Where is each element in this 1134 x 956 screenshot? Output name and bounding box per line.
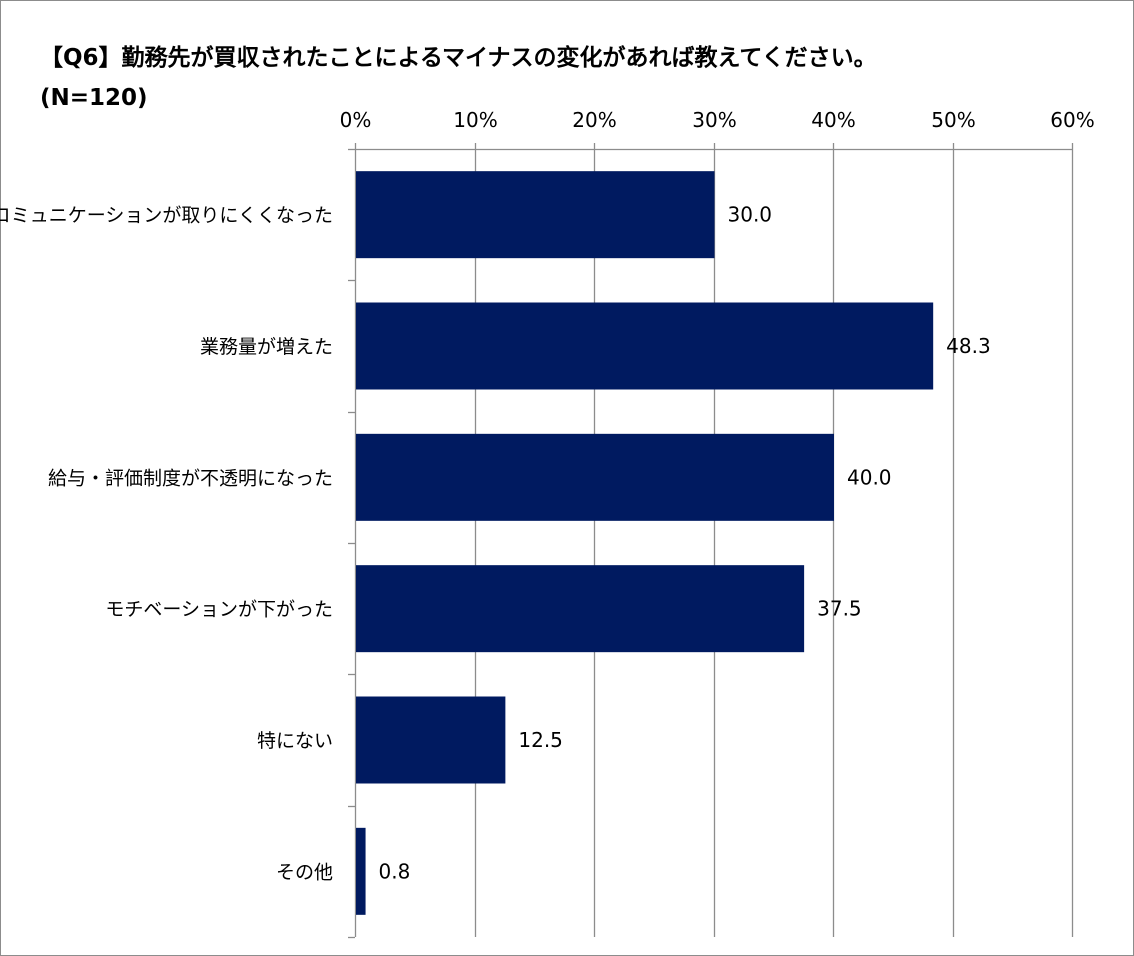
x-tick-label: 30% (692, 108, 736, 132)
x-tick-label: 0% (340, 108, 372, 132)
value-label: 48.3 (946, 334, 991, 358)
x-tick-label: 50% (931, 108, 975, 132)
bar (356, 433, 834, 521)
category-label: その他 (276, 861, 333, 883)
category-label: 業務量が増えた (200, 336, 333, 358)
category-label: 特にない (257, 730, 333, 752)
category-label: 給与・評価制度が不透明になった (48, 467, 333, 489)
x-tick-label: 60% (1050, 108, 1094, 132)
x-tick-label: 10% (453, 108, 497, 132)
value-label: 37.5 (817, 597, 862, 621)
x-tick-label: 20% (572, 108, 616, 132)
bar (356, 827, 366, 915)
chart-subtitle: (N=120) (40, 85, 148, 111)
chart-title: 【Q6】勤務先が買収されたことによるマイナスの変化があれば教えてください。 (40, 45, 877, 71)
category-label: モチベーションが下がった (105, 599, 333, 621)
bar (356, 302, 934, 390)
value-label: 0.8 (379, 859, 411, 883)
category-label: コミュニケーションが取りにくくなった (0, 205, 333, 227)
value-label: 12.5 (518, 728, 563, 752)
value-label: 40.0 (847, 465, 892, 489)
bar (356, 696, 506, 784)
x-tick-label: 40% (811, 108, 855, 132)
bar (356, 171, 715, 259)
bar (356, 565, 805, 653)
value-label: 30.0 (728, 203, 773, 227)
